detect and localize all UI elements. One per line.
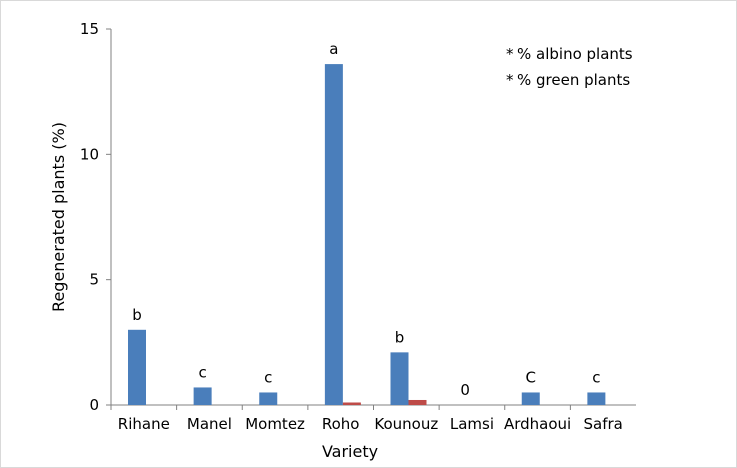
bar-green-roho [342, 402, 361, 405]
bar-albino-safra [587, 392, 606, 405]
x-tick-label: Ardhaoui [504, 415, 571, 433]
y-axis-label: Regenerated plants (%) [49, 122, 68, 312]
y-tick-label: 10 [80, 145, 99, 163]
bar-albino-kounouz [390, 352, 409, 405]
annotation-lamsi: 0 [460, 381, 470, 399]
y-tick-label: 5 [89, 271, 99, 289]
x-axis-label: Variety [322, 442, 378, 461]
bar-green-kounouz [408, 399, 427, 405]
x-tick-label: Roho [322, 415, 360, 433]
bar-albino-roho [324, 64, 343, 406]
bar-albino-rihane [128, 329, 146, 405]
legend-entry-albino: % albino plants [517, 45, 633, 63]
bar-albino-ardhaoui [521, 392, 540, 405]
annotation-ardhaoui: C [526, 368, 536, 386]
x-tick-label: Safra [584, 415, 623, 433]
y-tick-label: 15 [80, 20, 99, 38]
x-tick-label: Rihane [118, 415, 170, 433]
bar-albino-manel [193, 387, 212, 405]
legend-marker-albino: * [506, 45, 514, 63]
ticks-group: 0 5 10 15 Rihane Manel Momtez Roho Kounouz Lamsi A… [80, 20, 623, 433]
x-tick-label: Manel [187, 415, 232, 433]
x-tick-label: Lamsi [450, 415, 494, 433]
annotation-safra: c [592, 368, 600, 386]
annotation-momtez: c [264, 368, 272, 386]
annotation-roho: a [329, 40, 338, 58]
x-tick-label: Kounouz [374, 415, 438, 433]
bars-group [128, 64, 606, 406]
annotation-rihane: b [132, 306, 142, 324]
annotations-group: b c c a b 0 C c [132, 40, 600, 399]
y-tick-label: 0 [89, 396, 99, 414]
legend: * % albino plants * % green plants [506, 45, 633, 89]
bar-albino-momtez [259, 392, 278, 405]
annotation-kounouz: b [395, 328, 405, 346]
legend-marker-green: * [506, 71, 514, 89]
legend-entry-green: % green plants [517, 71, 630, 89]
annotation-manel: c [199, 363, 207, 381]
x-tick-label: Momtez [245, 415, 305, 433]
